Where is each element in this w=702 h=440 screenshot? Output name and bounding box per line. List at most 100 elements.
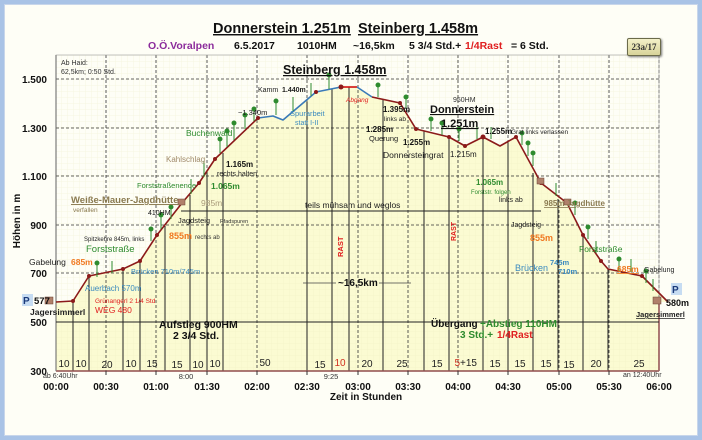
segment-minute: 10 [209, 359, 221, 370]
x-tick-0100: 01:00 [143, 382, 169, 393]
title-donnerstein: Donnerstein 1.251m [213, 21, 351, 37]
segment-minute-rest: 10 [334, 358, 346, 369]
weisse-mauer-label: Weiße-Mauer-Jagdhütte [71, 195, 179, 206]
gabelung-2-label: Gabelung [644, 267, 674, 274]
y-axis-label: Höhen in m [12, 194, 23, 249]
segment-minute: 20 [101, 360, 113, 371]
segment-minute: 15 [314, 360, 326, 371]
start-info-line2: 62,5km; 0:50 Std. [61, 69, 116, 76]
y-tick-1300: 1.300 [22, 124, 47, 135]
jagersimmerl-end-label: Jagersimmerl [636, 310, 685, 319]
links-ab-1-label: links ab [384, 116, 406, 123]
jagdhuette-2-label: 985m Jagdhütte [544, 199, 605, 208]
height-685a-label: 685m [71, 257, 93, 267]
start-height-label: 577 [34, 296, 50, 307]
waypoint-markers [71, 84, 644, 303]
end-height-label: 580m [666, 298, 689, 308]
start-info-line1: Ab Haid: [61, 60, 88, 67]
gabelung-1-label: Gabelung [29, 257, 66, 267]
x-axis-label: Zeit in Stunden [330, 392, 402, 403]
parking-end-letter: P [672, 285, 679, 296]
jagdsteig-1-label: Jagdsteig [178, 216, 210, 225]
x-tick-0330: 03:30 [395, 382, 421, 393]
title-row: Donnerstein 1.251m Steinberg 1.458m [213, 21, 478, 37]
tour-number-badge: 23a/17 [627, 38, 661, 56]
jagersimmerl-start-label: Jagersimmerl [30, 307, 85, 317]
segment-minute: 25 [396, 359, 408, 370]
jagdhuette-hut-icon [563, 198, 572, 206]
x-axis-ticks: 00:00 00:30 01:00 01:30 02:00 02:30 03:0… [43, 382, 672, 393]
bruecken-2-label: Brücken [515, 263, 548, 273]
x-tick-0200: 02:00 [244, 382, 270, 393]
gruenangerl-label: Grünangerl 2 1/4 Std [95, 298, 156, 305]
donnerstein-summit-label: Donnerstein [430, 104, 494, 116]
jagdsteig-2-label: Jagdsteig [511, 222, 541, 229]
height-855b-label: 855m [530, 233, 553, 243]
querung-label: Querung [369, 134, 398, 143]
y-tick-500: 500 [30, 318, 47, 329]
forststr-folgen-label: Forststr. folgen [471, 190, 511, 196]
segment-minute: 15 [489, 359, 501, 370]
time-925-label: 9:25 [324, 372, 339, 381]
kahlschlag-label: Kahlschlag [166, 155, 205, 164]
x-tick-marks [105, 371, 610, 375]
end-hut-icon [652, 296, 662, 305]
duration-label: 5 3/4 Std.+ [409, 40, 461, 52]
height-1065b-label: 1.065m [476, 178, 503, 187]
height-1255a-label: 1.255m [403, 138, 430, 147]
x-tick-0230: 02:30 [294, 382, 320, 393]
segment-walk-part: +15 [460, 358, 477, 369]
region-label: O.Ö.Voralpen [148, 39, 214, 52]
forststrassenende-label: Forststraßenende [137, 181, 196, 190]
distance-arrow-label: ~16,5km [338, 278, 378, 289]
descent-hut-1-icon [536, 177, 545, 185]
x-tick-0300: 03:00 [345, 382, 371, 393]
x-tick-0600: 06:00 [646, 382, 672, 393]
donnerstein-hm-label: 950HM [453, 97, 476, 104]
segment-minute: 10 [125, 359, 137, 370]
end-time-label: an 12:40Uhr [623, 372, 662, 379]
buchenwald-label: Buchenwald [186, 128, 233, 138]
steinberg-summit-label: Steinberg 1.458m [283, 63, 387, 77]
segment-minute: 10 [58, 359, 70, 370]
auerbach-label: Auerbach 570m [85, 284, 142, 293]
hut-icons [44, 177, 662, 305]
start-hut-icon [44, 296, 54, 305]
y-tick-1100: 1.100 [22, 172, 47, 183]
rough-section-label: teils mühsam und weglos [305, 200, 400, 210]
x-tick-0500: 05:00 [546, 382, 572, 393]
height-1395-label: 1.395m [383, 105, 410, 114]
segment-minute: 20 [361, 359, 373, 370]
distance-label: ~16,5km [353, 40, 395, 52]
height-1255b-label: 1.255m [485, 127, 512, 136]
segment-minute: 20 [590, 359, 602, 370]
segment-dividers [72, 87, 609, 371]
rest-label: 1/4Rast [465, 40, 503, 52]
rast-2-label: RAST [451, 221, 458, 241]
height-985a-label: 985m [201, 198, 222, 208]
segment-minute: 15 [540, 359, 552, 370]
x-tick-0130: 01:30 [194, 382, 220, 393]
height-855a-label: 855m [169, 231, 192, 241]
y-tick-900: 900 [30, 221, 47, 232]
height-1065a-label: 1.065m [211, 181, 240, 191]
parking-end-icon [671, 283, 682, 295]
elevation-gain-label: 1010HM [297, 40, 337, 52]
elevation-profile-chart: Donnerstein 1.251m Steinberg 1.458m O.Ö.… [12, 21, 689, 403]
height-1215-label: 1.215m [450, 150, 477, 159]
abstieg-label: +Abstieg 110HM [480, 319, 557, 330]
ascent-annotations: Kamm 1.440m Abgang Spurarbeit statt I-II… [29, 87, 369, 315]
rechts-ab-label: rechts ab [195, 235, 220, 241]
y-tick-1500: 1.500 [22, 75, 47, 86]
height-685b-label: 685m [617, 264, 639, 274]
forststrasse-1-label: Forststraße [86, 244, 135, 255]
kamm-label: Kamm [258, 87, 278, 94]
weg-label: WEG 480 [95, 305, 132, 315]
x-tick-0430: 04:30 [495, 382, 521, 393]
segment-rest-part: 5 [454, 358, 460, 369]
total-label: = 6 Std. [511, 40, 549, 52]
segment-minute: 25 [633, 359, 645, 370]
segment-minute: 15 [171, 360, 183, 371]
height-1165-label: 1.165m [226, 160, 253, 169]
abgang-label: Abgang [345, 97, 369, 104]
